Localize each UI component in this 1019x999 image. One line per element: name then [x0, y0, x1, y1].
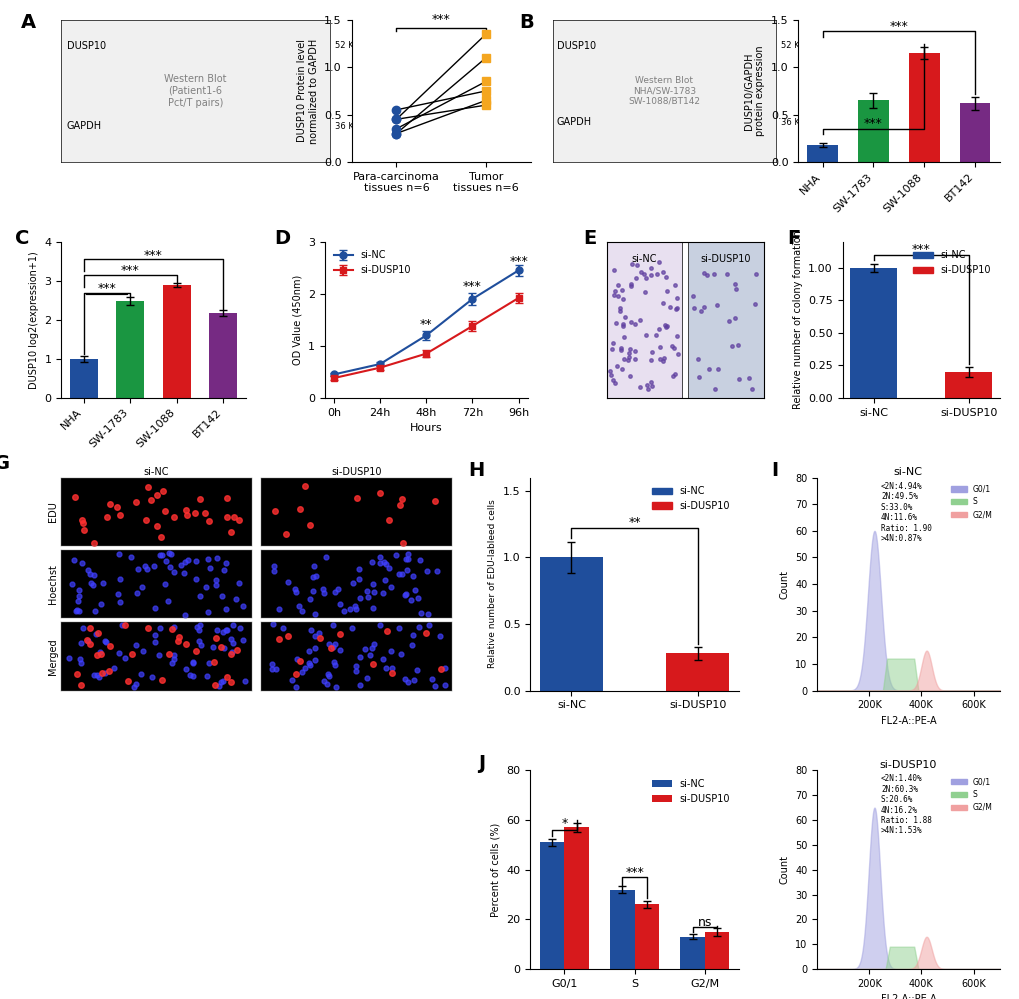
- Text: 52 Kd: 52 Kd: [335, 41, 359, 50]
- Bar: [704, 932, 729, 969]
- Text: ***: ***: [144, 249, 163, 262]
- Text: ***: ***: [98, 283, 116, 296]
- Bar: [116, 301, 144, 398]
- Bar: [634, 904, 658, 969]
- Text: DUSP10: DUSP10: [556, 41, 595, 51]
- Y-axis label: Merged: Merged: [48, 638, 58, 674]
- Text: D: D: [274, 229, 289, 248]
- Text: Western Blot
NHA/SW-1783
SW-1088/BT142: Western Blot NHA/SW-1783 SW-1088/BT142: [628, 76, 700, 106]
- Text: ***: ***: [463, 280, 481, 293]
- Text: DUSP10: DUSP10: [66, 41, 106, 51]
- Y-axis label: Relative number of EDU-lableed cells: Relative number of EDU-lableed cells: [488, 500, 497, 668]
- Bar: [857, 100, 888, 162]
- Text: ***: ***: [863, 117, 882, 130]
- Text: H: H: [468, 461, 484, 480]
- Y-axis label: DUSP10/GAPDH
protein expression: DUSP10/GAPDH protein expression: [743, 46, 764, 136]
- Bar: [209, 313, 237, 398]
- Bar: [908, 53, 938, 162]
- Y-axis label: Count: Count: [779, 855, 789, 884]
- Bar: [163, 285, 191, 398]
- Legend: si-NC, si-DUSP10: si-NC, si-DUSP10: [648, 775, 734, 808]
- Bar: [665, 653, 729, 690]
- Bar: [539, 557, 602, 690]
- Text: GAPDH: GAPDH: [66, 122, 102, 132]
- Text: A: A: [21, 13, 36, 32]
- Y-axis label: EDU: EDU: [48, 501, 58, 522]
- Y-axis label: DUSP10 Protein level
normalized to GAPDH: DUSP10 Protein level normalized to GAPDH: [297, 38, 318, 144]
- Legend: si-NC, si-DUSP10: si-NC, si-DUSP10: [329, 247, 415, 280]
- Legend: G0/1, S, G2/M: G0/1, S, G2/M: [948, 774, 995, 815]
- X-axis label: Hours: Hours: [410, 424, 442, 434]
- Title: si-DUSP10: si-DUSP10: [331, 467, 382, 477]
- Text: ***: ***: [120, 264, 140, 277]
- Y-axis label: Percent of cells (%): Percent of cells (%): [490, 822, 500, 917]
- Text: I: I: [770, 461, 777, 480]
- Bar: [959, 103, 989, 162]
- Text: ***: ***: [625, 866, 643, 879]
- Text: ***: ***: [889, 20, 907, 33]
- Title: si-NC: si-NC: [144, 467, 169, 477]
- Text: ***: ***: [431, 13, 450, 26]
- Title: si-DUSP10: si-DUSP10: [878, 759, 936, 769]
- Text: B: B: [519, 13, 533, 32]
- Bar: [539, 842, 564, 969]
- Text: 52 Kd: 52 Kd: [780, 41, 804, 50]
- Bar: [849, 268, 897, 398]
- Bar: [609, 889, 634, 969]
- Text: C: C: [15, 229, 30, 248]
- Title: si-NC: si-NC: [893, 467, 922, 477]
- Legend: G0/1, S, G2/M: G0/1, S, G2/M: [948, 482, 995, 522]
- Y-axis label: Relative number of colony formation: Relative number of colony formation: [792, 231, 802, 410]
- Text: F: F: [787, 229, 800, 248]
- Text: <2N:1.40%
2N:60.3%
S:20.6%
4N:16.2%
Ratio: 1.88
>4N:1.53%: <2N:1.40% 2N:60.3% S:20.6% 4N:16.2% Rati…: [880, 774, 931, 835]
- Text: si-NC: si-NC: [631, 254, 656, 264]
- Text: 36 Kd: 36 Kd: [780, 118, 804, 127]
- Text: G: G: [0, 454, 10, 473]
- Text: si-DUSP10: si-DUSP10: [700, 254, 751, 264]
- Text: Western Blot
(Patient1-6
Pct/T pairs): Western Blot (Patient1-6 Pct/T pairs): [164, 74, 226, 108]
- Bar: [69, 359, 98, 398]
- Bar: [564, 827, 588, 969]
- Text: ns: ns: [697, 915, 711, 928]
- Legend: si-NC, si-DUSP10: si-NC, si-DUSP10: [908, 247, 994, 280]
- X-axis label: FL2-A::PE-A: FL2-A::PE-A: [879, 716, 935, 726]
- Text: <2N:4.94%
2N:49.5%
S:33.0%
4N:11.6%
Ratio: 1.90
>4N:0.87%: <2N:4.94% 2N:49.5% S:33.0% 4N:11.6% Rati…: [880, 482, 931, 542]
- Bar: [806, 145, 837, 162]
- Legend: si-NC, si-DUSP10: si-NC, si-DUSP10: [648, 483, 734, 515]
- Text: ***: ***: [911, 244, 929, 257]
- Bar: [944, 372, 991, 398]
- Y-axis label: Hoechst: Hoechst: [48, 564, 58, 604]
- Text: GAPDH: GAPDH: [556, 117, 591, 127]
- Text: ***: ***: [508, 255, 528, 268]
- X-axis label: FL2-A::PE-A: FL2-A::PE-A: [879, 994, 935, 999]
- Text: 36 Kd: 36 Kd: [335, 122, 359, 131]
- Text: *: *: [560, 817, 567, 830]
- Y-axis label: Count: Count: [779, 569, 789, 598]
- Text: J: J: [478, 754, 485, 773]
- Y-axis label: DUSP10 log2(expression+1): DUSP10 log2(expression+1): [29, 251, 39, 389]
- Bar: [680, 937, 704, 969]
- Y-axis label: OD Value (450nm): OD Value (450nm): [292, 275, 302, 365]
- Text: E: E: [583, 229, 596, 248]
- Text: **: **: [628, 515, 640, 528]
- Text: **: **: [420, 318, 432, 331]
